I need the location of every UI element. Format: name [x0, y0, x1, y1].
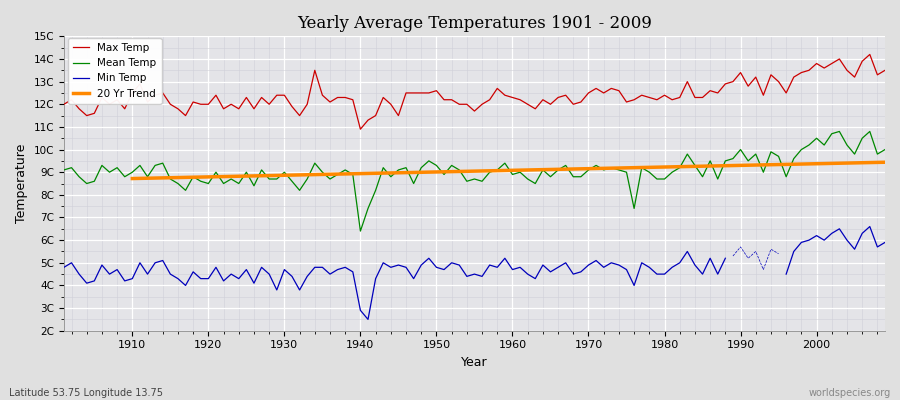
- Max Temp: [864, 52, 875, 57]
- Min Temp: [583, 263, 594, 268]
- Min Temp: [720, 256, 731, 261]
- Mean Temp: [332, 172, 343, 177]
- Text: Latitude 53.75 Longitude 13.75: Latitude 53.75 Longitude 13.75: [9, 388, 163, 398]
- Mean Temp: [120, 174, 130, 179]
- Max Temp: [879, 68, 890, 73]
- Mean Temp: [355, 229, 365, 234]
- Max Temp: [355, 127, 365, 132]
- Max Temp: [332, 95, 343, 100]
- Max Temp: [286, 104, 297, 109]
- Min Temp: [58, 265, 69, 270]
- Mean Temp: [286, 179, 297, 184]
- Mean Temp: [507, 172, 517, 177]
- Min Temp: [74, 272, 85, 276]
- Max Temp: [606, 86, 616, 91]
- Min Temp: [454, 263, 464, 268]
- Mean Temp: [606, 165, 616, 170]
- Min Temp: [248, 281, 259, 286]
- Mean Temp: [879, 147, 890, 152]
- Line: Min Temp: Min Temp: [64, 252, 725, 319]
- Max Temp: [58, 102, 69, 107]
- Line: Mean Temp: Mean Temp: [64, 132, 885, 231]
- Legend: Max Temp, Mean Temp, Min Temp, 20 Yr Trend: Max Temp, Mean Temp, Min Temp, 20 Yr Tre…: [68, 38, 161, 104]
- Line: Max Temp: Max Temp: [64, 54, 885, 129]
- Max Temp: [120, 106, 130, 111]
- Max Temp: [515, 97, 526, 102]
- Mean Temp: [58, 168, 69, 172]
- Min Temp: [393, 263, 404, 268]
- Min Temp: [363, 317, 374, 322]
- Mean Temp: [515, 170, 526, 175]
- Min Temp: [241, 267, 252, 272]
- Mean Temp: [834, 129, 845, 134]
- Max Temp: [507, 95, 517, 100]
- Title: Yearly Average Temperatures 1901 - 2009: Yearly Average Temperatures 1901 - 2009: [297, 15, 652, 32]
- X-axis label: Year: Year: [461, 356, 488, 369]
- Min Temp: [682, 249, 693, 254]
- Y-axis label: Temperature: Temperature: [15, 144, 28, 223]
- Text: worldspecies.org: worldspecies.org: [809, 388, 891, 398]
